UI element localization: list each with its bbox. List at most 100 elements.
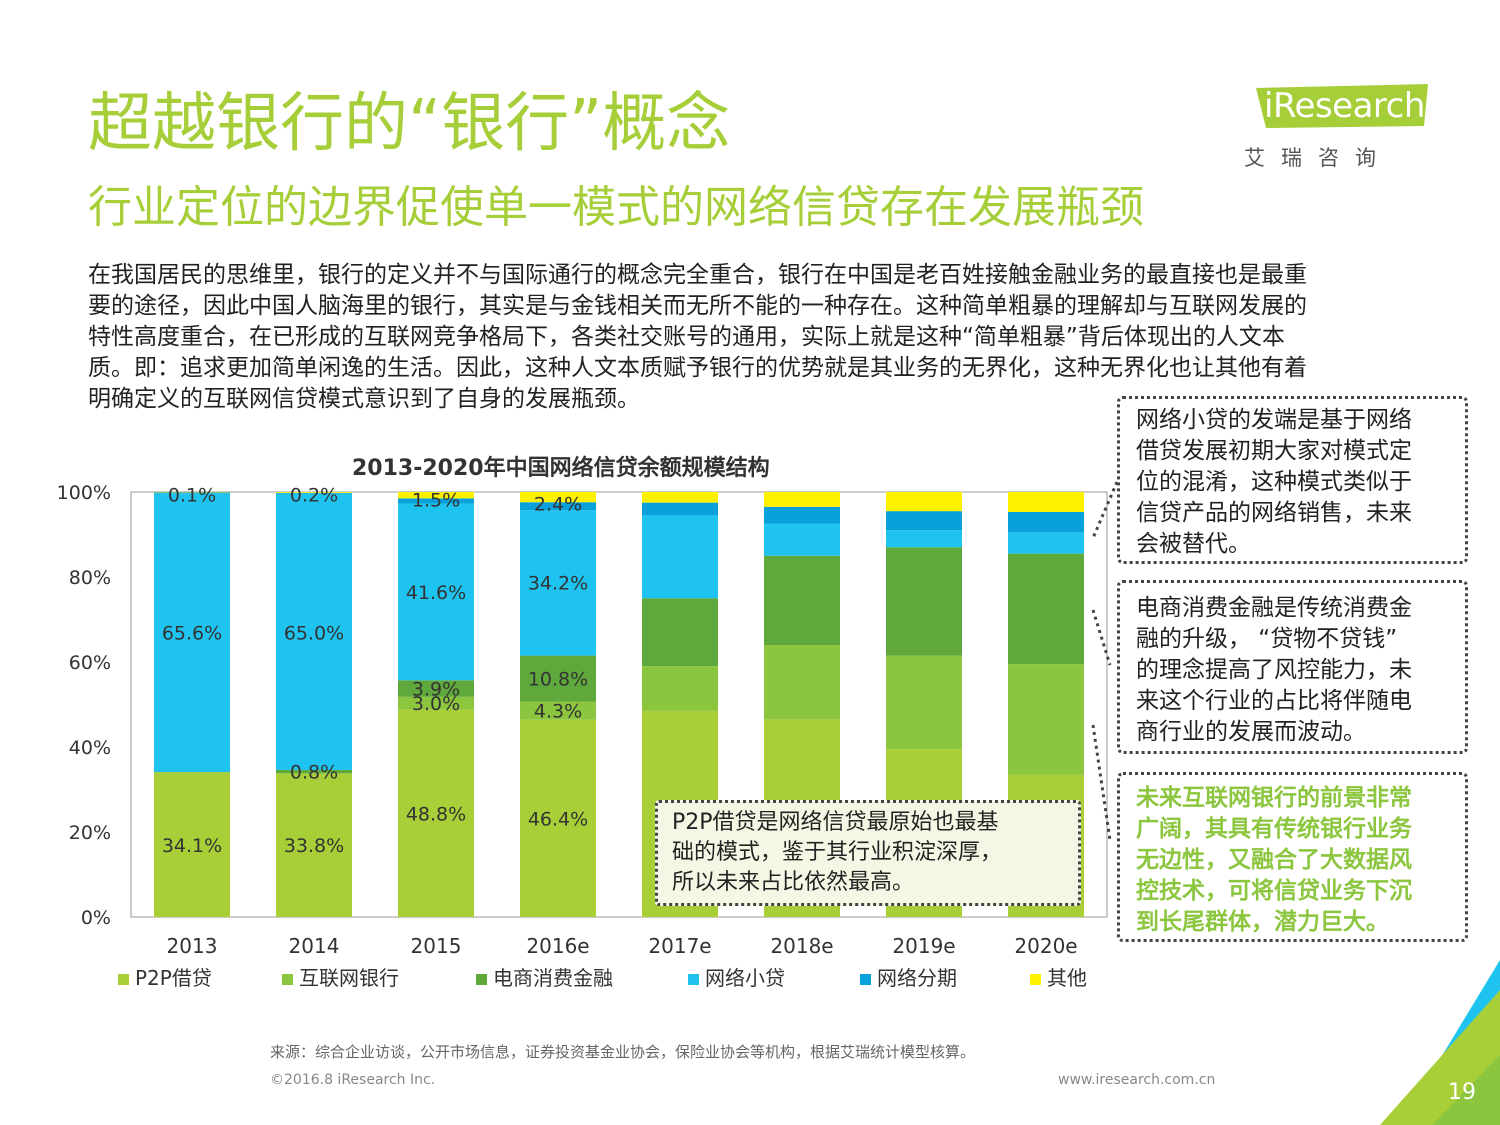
bar-segment bbox=[520, 502, 596, 511]
bar-segment bbox=[398, 492, 474, 499]
callout-line: P2P借贷是网络信贷最原始也最基 bbox=[672, 810, 999, 835]
callout-line: 信贷产品的网络销售，未来 bbox=[1136, 500, 1412, 526]
connector-bank bbox=[1091, 724, 1112, 841]
data-label: 34.1% bbox=[162, 835, 222, 857]
data-label: 0.2% bbox=[290, 485, 338, 507]
intro-paragraph: 在我国居民的思维里，银行的定义并不与国际通行的概念完全重合，银行在中国是老百姓接… bbox=[88, 260, 1418, 415]
callout-line: 电商消费金融是传统消费金 bbox=[1136, 595, 1412, 621]
data-label: 3.9% bbox=[412, 678, 460, 700]
bar-segment bbox=[154, 772, 230, 917]
bar-segment bbox=[276, 773, 352, 917]
data-label: 65.6% bbox=[162, 622, 222, 644]
bar-segment bbox=[886, 511, 962, 531]
callout-p2p: P2P借贷是网络信贷最原始也最基 础的模式，鉴于其行业积淀深厚， 所以未来占比依… bbox=[655, 800, 1081, 906]
x-tick-label: 2017e bbox=[648, 934, 711, 958]
callout-line: 网络小贷的发端是基于网络 bbox=[1136, 407, 1412, 433]
logo-text: iResearch bbox=[1264, 86, 1425, 126]
callout-line: 融的升级， “贷物不贷钱” bbox=[1136, 626, 1398, 652]
callout-line: 础的模式，鉴于其行业积淀深厚， bbox=[672, 840, 1003, 865]
connector-microloan bbox=[1091, 481, 1119, 539]
legend-swatch bbox=[688, 974, 699, 985]
legend-swatch bbox=[860, 974, 871, 985]
legend-item-other: 其他 bbox=[1030, 962, 1087, 991]
bar-segment bbox=[154, 493, 230, 773]
plot-frame bbox=[130, 491, 1108, 918]
x-tick-label: 2015 bbox=[411, 934, 462, 958]
callout-line: 未来互联网银行的前景非常 bbox=[1136, 785, 1412, 811]
data-label: 0.1% bbox=[168, 485, 216, 507]
callout-bank-text: 未来互联网银行的前景非常 广阔，其具有传统银行业务 无边性，又融合了大数据风 控… bbox=[1136, 783, 1412, 938]
legend-swatch bbox=[1030, 974, 1041, 985]
legend-item-bank: 互联网银行 bbox=[282, 962, 399, 991]
bar-segment bbox=[1008, 492, 1084, 512]
legend-swatch bbox=[118, 974, 129, 985]
bar-segment bbox=[642, 598, 718, 667]
intro-line: 要的途径，因此中国人脑海里的银行，其实是与金钱相关而无所不能的一种存在。这种简单… bbox=[88, 293, 1307, 319]
x-tick-label: 2020e bbox=[1014, 934, 1077, 958]
iresearch-logo: iResearch 艾瑞咨询 bbox=[1232, 82, 1428, 172]
bar-segment bbox=[276, 493, 352, 770]
bar-segment bbox=[1008, 532, 1084, 554]
corner-decoration bbox=[1380, 960, 1500, 1125]
data-label: 46.4% bbox=[528, 808, 588, 830]
page-subtitle: 行业定位的边界促使单一模式的网络信贷存在发展瓶颈 bbox=[88, 182, 1144, 233]
connector-ecommerce bbox=[1091, 609, 1112, 666]
callout-line: 广阔，其具有传统银行业务 bbox=[1136, 816, 1412, 842]
source-note: 来源：综合企业访谈，公开市场信息，证券投资基金业协会，保险业协会等机构，根据艾瑞… bbox=[270, 1043, 976, 1061]
legend-label: 网络小贷 bbox=[705, 966, 785, 990]
chart-title: 2013-2020年中国网络信贷余额规模结构 bbox=[352, 456, 770, 481]
data-label: 3.0% bbox=[412, 693, 460, 715]
bar-segment bbox=[276, 769, 352, 774]
bar-segment bbox=[764, 523, 840, 556]
data-label: 10.8% bbox=[528, 669, 588, 691]
legend-item-microloan: 网络小贷 bbox=[688, 962, 785, 991]
y-tick-label: 20% bbox=[69, 822, 111, 844]
website-link[interactable]: www.iresearch.com.cn bbox=[1058, 1072, 1216, 1088]
bar-segment bbox=[886, 655, 962, 750]
callout-line: 借贷发展初期大家对模式定 bbox=[1136, 438, 1412, 464]
bar-segment bbox=[398, 696, 474, 710]
intro-line: 在我国居民的思维里，银行的定义并不与国际通行的概念完全重合，银行在中国是老百姓接… bbox=[88, 262, 1307, 288]
callout-line: 商行业的发展而波动。 bbox=[1136, 719, 1366, 745]
callout-internet-bank: 未来互联网银行的前景非常 广阔，其具有传统银行业务 无边性，又融合了大数据风 控… bbox=[1117, 772, 1468, 942]
page-number: 19 bbox=[1448, 1080, 1476, 1105]
legend-label: 电商消费金融 bbox=[493, 966, 613, 990]
chart-legend: P2P借贷 互联网银行 电商消费金融 网络小贷 网络分期 其他 bbox=[118, 962, 1118, 992]
bar-segment bbox=[642, 502, 718, 516]
page-title: 超越银行的“银行”概念 bbox=[88, 87, 731, 161]
logo-chinese: 艾瑞咨询 bbox=[1244, 146, 1392, 170]
bar-segment bbox=[886, 492, 962, 512]
y-tick-label: 0% bbox=[81, 907, 111, 929]
callout-line: 控技术，可将信贷业务下沉 bbox=[1136, 878, 1412, 904]
legend-label: 其他 bbox=[1047, 966, 1087, 990]
callout-ecommerce-text: 电商消费金融是传统消费金 融的升级， “贷物不贷钱” 的理念提高了风控能力，未 … bbox=[1136, 593, 1412, 748]
data-label: 33.8% bbox=[284, 835, 344, 857]
legend-item-installment: 网络分期 bbox=[860, 962, 957, 991]
bar-segment bbox=[886, 547, 962, 656]
bar-segment bbox=[398, 498, 474, 504]
intro-line: 特性高度重合，在已形成的互联网竞争格局下，各类社交账号的通用，实际上就是这种“简… bbox=[88, 324, 1285, 350]
callout-ecommerce: 电商消费金融是传统消费金 融的升级， “贷物不贷钱” 的理念提高了风控能力，未 … bbox=[1117, 580, 1468, 754]
data-label: 34.2% bbox=[528, 573, 588, 595]
callout-line: 位的混淆，这种模式类似于 bbox=[1136, 469, 1412, 495]
bar-segment bbox=[520, 655, 596, 702]
bar-segment bbox=[1008, 664, 1084, 775]
bar-segment bbox=[642, 492, 718, 503]
bar-segment bbox=[520, 510, 596, 656]
legend-swatch bbox=[282, 974, 293, 985]
bar-segment bbox=[154, 492, 230, 494]
legend-label: P2P借贷 bbox=[135, 966, 212, 990]
bar-segment bbox=[642, 515, 718, 599]
x-tick-label: 2013 bbox=[167, 934, 218, 958]
callout-line: 来这个行业的占比将伴随电 bbox=[1136, 688, 1412, 714]
data-label: 1.5% bbox=[412, 490, 460, 512]
callout-line: 无边性，又融合了大数据风 bbox=[1136, 847, 1412, 873]
data-label: 2.4% bbox=[534, 493, 582, 515]
bar-segment bbox=[520, 701, 596, 720]
x-tick-label: 2014 bbox=[289, 934, 340, 958]
callout-connectors bbox=[1091, 481, 1119, 841]
bar-segment bbox=[764, 555, 840, 645]
x-tick-label: 2019e bbox=[892, 934, 955, 958]
bar-segment bbox=[398, 503, 474, 681]
legend-label: 互联网银行 bbox=[299, 966, 399, 990]
